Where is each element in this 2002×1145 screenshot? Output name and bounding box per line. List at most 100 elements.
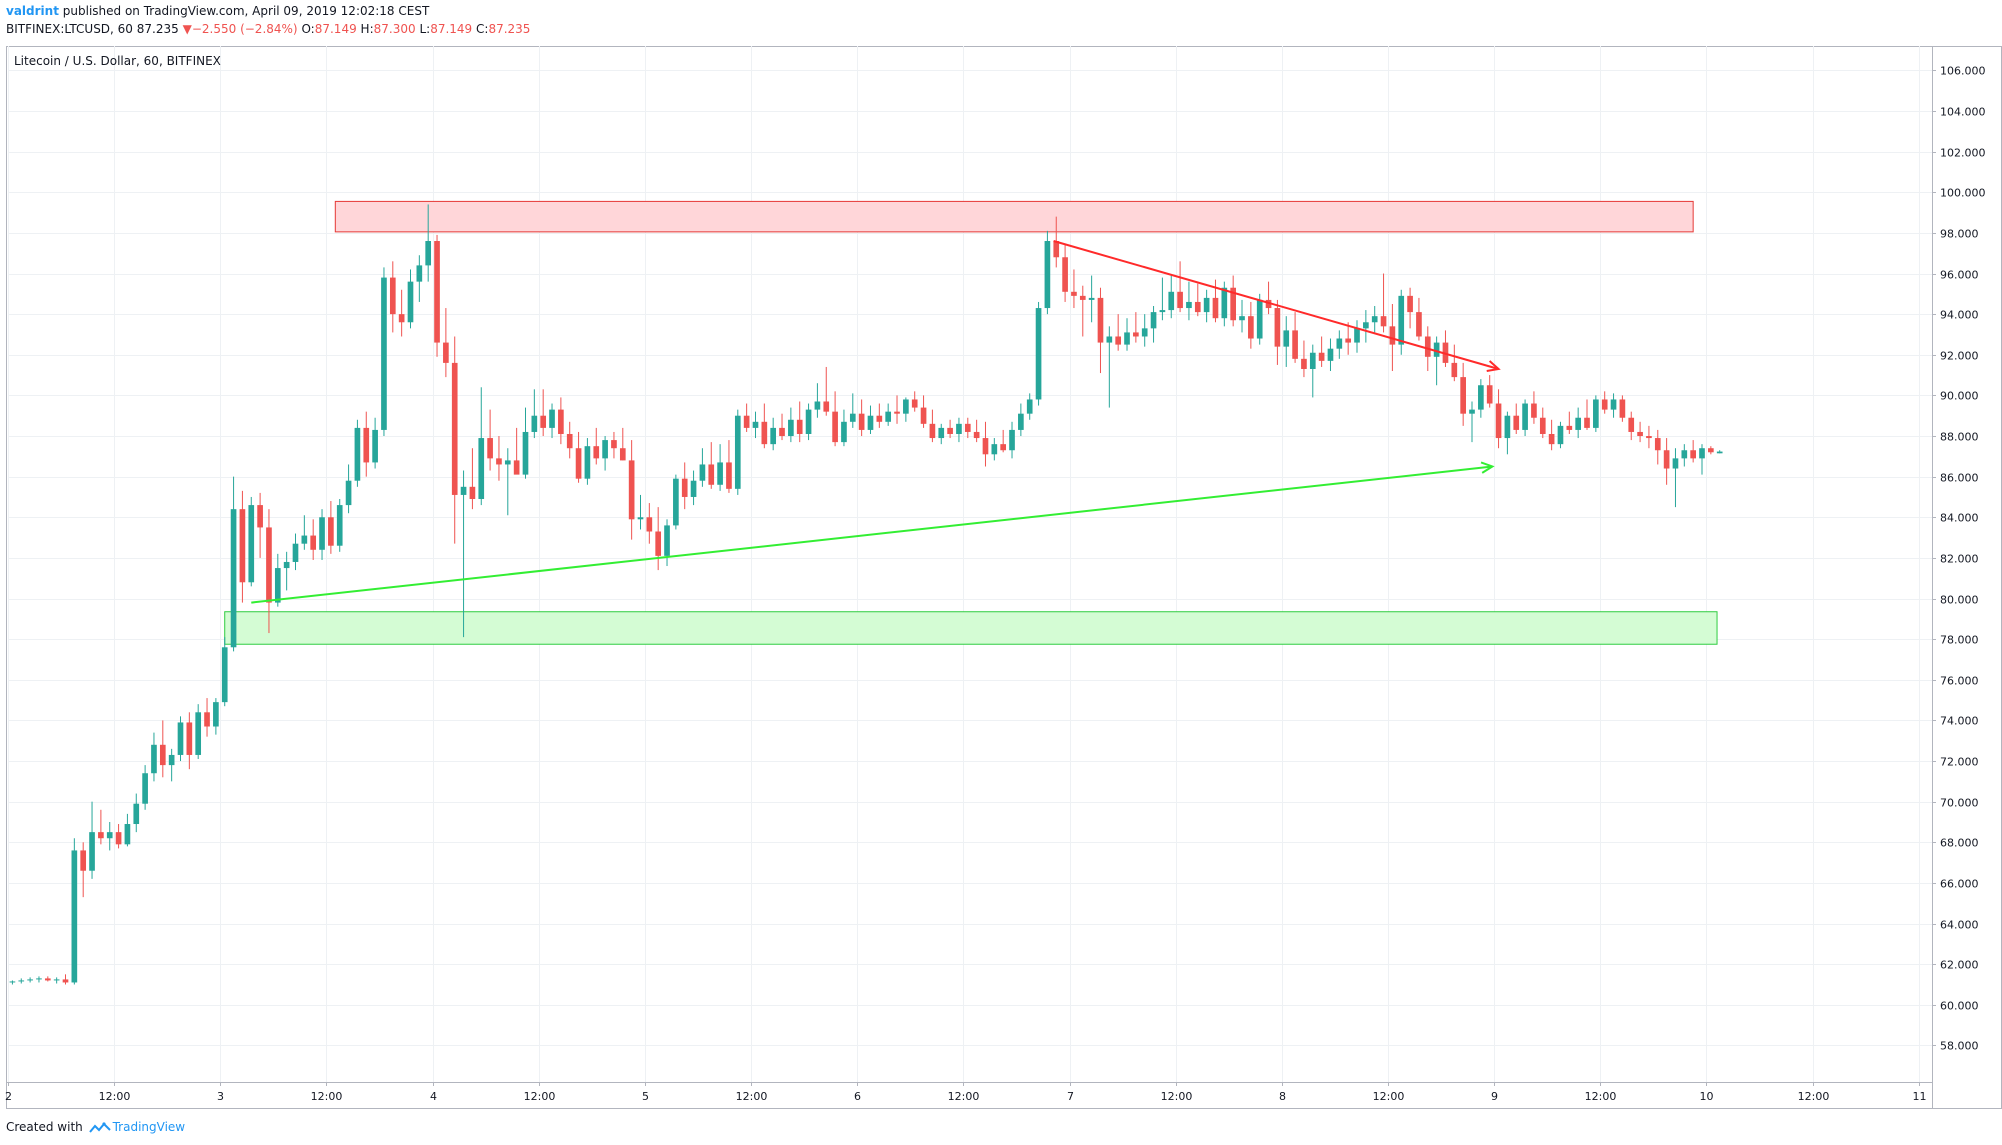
candle-body: [239, 509, 246, 583]
candle-body: [602, 440, 608, 459]
candle-body: [973, 431, 980, 439]
candle-body: [425, 241, 432, 266]
candle: [89, 801, 95, 879]
candle: [1035, 301, 1042, 406]
candle-body: [213, 702, 219, 727]
candle-body: [1203, 297, 1210, 313]
candle-body: [575, 448, 582, 479]
candle: [62, 974, 69, 985]
candle: [628, 440, 635, 540]
candle-body: [336, 505, 343, 546]
candle-body: [1212, 297, 1219, 319]
candle-body: [1513, 415, 1520, 430]
price-axis[interactable]: 58.000 60.000 62.000 64.000 66.000 68.000 70.0…: [1932, 65, 1986, 1053]
candle-body: [1115, 336, 1122, 345]
candle-body: [89, 832, 95, 871]
tradingview-link[interactable]: TradingView: [112, 1120, 186, 1134]
candle-body: [496, 458, 502, 465]
candle: [805, 403, 812, 441]
candle-body: [504, 460, 511, 465]
candle: [558, 397, 564, 445]
candle-body: [133, 803, 140, 825]
candle: [487, 409, 493, 471]
candle: [36, 976, 42, 983]
time-axis[interactable]: 2 12:00 3 12:00 4 12:00 5 12:00 6 12:00 7 12:00 8 12:…: [5, 1082, 1927, 1103]
candle: [1451, 344, 1458, 382]
candle-body: [354, 427, 361, 481]
candle-body: [1654, 438, 1661, 451]
candle-body: [637, 517, 644, 520]
candle-body: [142, 773, 148, 804]
candle: [204, 698, 210, 737]
last-price: 87.235: [136, 22, 179, 36]
candle: [1044, 230, 1051, 315]
candle: [876, 403, 883, 428]
candle-body: [257, 505, 263, 528]
candle: [752, 411, 759, 439]
candle: [1186, 281, 1192, 321]
candle-body: [584, 446, 591, 479]
price-tick-label: 62.000: [1940, 959, 1979, 972]
candle-body: [717, 462, 723, 485]
publish-info: valdrint published on TradingView.com, A…: [6, 4, 429, 18]
candle: [434, 234, 440, 357]
candle: [1584, 399, 1590, 430]
candle: [894, 395, 900, 424]
symbol-line: BITFINEX:LTCUSD, 60: [6, 22, 133, 36]
close-label: C:: [476, 22, 489, 36]
candle-body: [1301, 358, 1307, 369]
candle: [168, 748, 175, 782]
candle-body: [151, 744, 157, 774]
candle-body: [1327, 348, 1334, 361]
candle-body: [407, 281, 414, 323]
open-value: 87.149: [314, 22, 357, 36]
time-tick-label: 12:00: [1585, 1090, 1617, 1103]
candle: [451, 336, 458, 544]
candle: [496, 436, 502, 481]
candle: [1407, 287, 1413, 329]
candle: [1442, 330, 1449, 367]
candle-body: [1133, 332, 1139, 337]
candle-body: [487, 438, 493, 459]
candle: [1336, 330, 1343, 359]
candle-body: [876, 415, 883, 422]
author-link[interactable]: valdrint: [6, 4, 59, 18]
candle: [717, 444, 723, 491]
candle-body: [1672, 458, 1679, 469]
time-tick-label: 12:00: [99, 1090, 131, 1103]
candle-body: [1186, 301, 1192, 309]
candle: [1018, 403, 1024, 437]
candle: [98, 809, 104, 845]
candle: [319, 509, 325, 560]
price-tick-label: 106.000: [1940, 65, 1986, 78]
candle: [248, 496, 255, 587]
resistance-zone: [334, 200, 1694, 233]
time-tick-label: 5: [642, 1090, 649, 1103]
candle: [71, 838, 78, 985]
price-tick-label: 102.000: [1940, 147, 1986, 160]
candle: [106, 821, 113, 851]
time-tick-label: 3: [217, 1090, 224, 1103]
candle: [1566, 411, 1573, 434]
candle-body: [1531, 403, 1537, 418]
time-tick-label: 11: [1913, 1090, 1927, 1103]
candle-body: [726, 462, 732, 489]
price-tick-label: 82.000: [1940, 553, 1979, 566]
candle-body: [1433, 342, 1440, 357]
candle-body: [1389, 326, 1396, 345]
candle: [673, 474, 679, 530]
candle: [885, 403, 892, 426]
candle-body: [36, 978, 42, 980]
trendline-arrowhead: [1480, 461, 1495, 474]
candle: [292, 533, 299, 571]
candle: [1646, 425, 1652, 449]
candle-body: [558, 409, 564, 434]
candle-body: [1619, 399, 1626, 418]
candle-body: [44, 978, 51, 981]
candle: [1115, 314, 1122, 351]
candle-body: [1141, 328, 1148, 337]
candle-body: [1018, 413, 1024, 430]
candle: [973, 419, 980, 443]
candle: [1663, 438, 1670, 485]
